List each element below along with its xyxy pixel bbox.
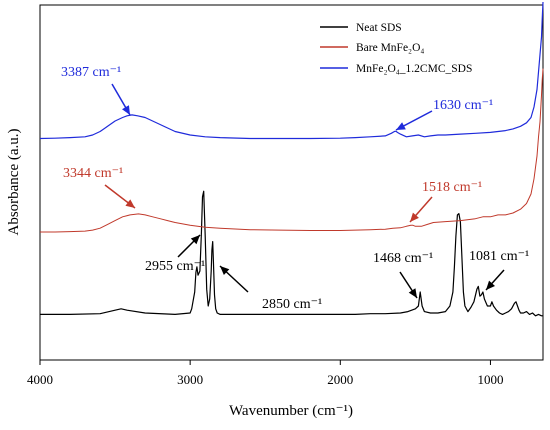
peak-annotation-arrowhead [410,212,419,222]
series-line-1 [40,190,543,317]
peak-annotation-label: 1630 cm⁻¹ [433,98,493,113]
peak-annotation-arrowhead [122,105,130,115]
legend: Neat SDS Bare MnFe₂O₄ MnFe₂O₄_1.2CMC_SDS [320,22,472,75]
legend-label: MnFe₂O₄_1.2CMC_SDS [356,63,472,75]
peak-annotation-arrowhead [396,122,406,130]
x-tick-label: 2000 [327,372,353,387]
x-tick-label: 3000 [177,372,203,387]
peak-annotation-arrowhead [220,266,230,276]
legend-label: Bare MnFe₂O₄ [356,42,424,54]
x-axis-title: Wavenumber (cm⁻¹) [229,403,353,419]
peak-annotation-label: 1518 cm⁻¹ [422,180,482,195]
peak-annotation-arrowhead [486,280,495,290]
peak-annotation-label: 3344 cm⁻¹ [63,166,123,181]
plot-frame [39,4,544,361]
peak-annotation-arrowhead [125,199,135,208]
x-axis-ticks: 4000 3000 2000 1000 [27,360,503,387]
annotation-layer: 3387 cm⁻¹ 1630 cm⁻¹ 3344 cm⁻¹ 1518 cm⁻¹ 2955… [61,65,529,312]
peak-annotation-label: 1081 cm⁻¹ [469,249,529,264]
peak-annotation-arrowhead [408,288,417,298]
series-line-3 [39,1,544,140]
x-tick-label: 1000 [477,372,503,387]
series-layer [39,1,544,317]
peak-annotation-arrowhead [190,235,200,245]
x-tick-label: 4000 [27,372,53,387]
peak-annotation-label: 1468 cm⁻¹ [373,251,433,266]
peak-annotation-label: 2955 cm⁻¹ [145,259,205,274]
series-line-2 [40,68,544,233]
peak-annotation-label: 2850 cm⁻¹ [262,297,322,312]
y-axis-title: Absorbance (a.u.) [6,128,22,235]
legend-label: Neat SDS [356,22,402,34]
peak-annotation-label: 3387 cm⁻¹ [61,65,121,80]
